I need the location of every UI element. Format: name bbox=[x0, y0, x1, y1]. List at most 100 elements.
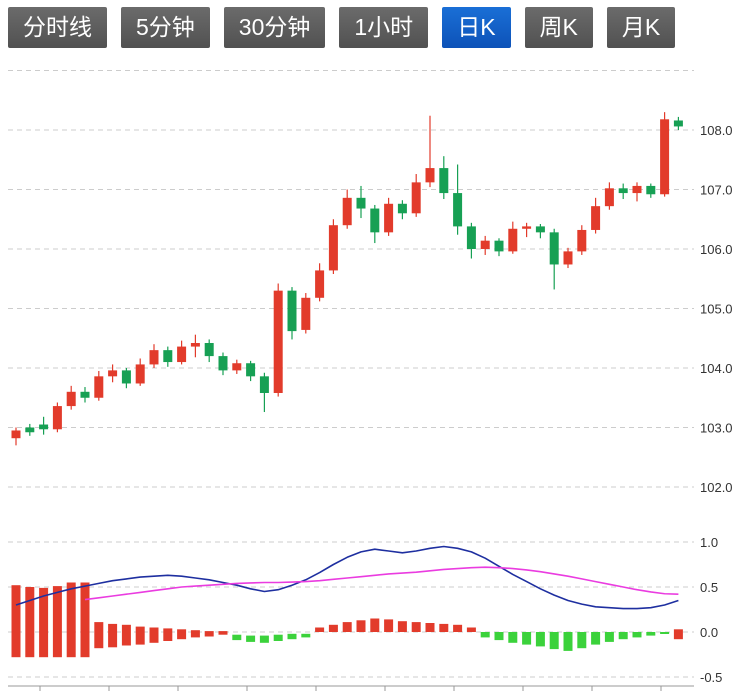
macd-bar bbox=[632, 632, 642, 638]
candle-body bbox=[246, 363, 256, 377]
macd-bar bbox=[563, 632, 573, 651]
macd-dif-line bbox=[15, 545, 679, 610]
candle bbox=[453, 164, 463, 235]
candle bbox=[246, 360, 256, 382]
macd-bar bbox=[80, 582, 90, 658]
axis-label: 108.0 bbox=[700, 123, 733, 138]
candle bbox=[577, 225, 587, 255]
macd-bar bbox=[356, 620, 366, 632]
candle bbox=[535, 224, 545, 239]
candle bbox=[439, 156, 449, 200]
macd-bar bbox=[425, 623, 435, 632]
candle-body bbox=[218, 356, 228, 371]
macd-bar bbox=[66, 582, 76, 658]
candle-body bbox=[190, 343, 200, 347]
candle bbox=[190, 334, 200, 358]
tab-1hour[interactable]: 1小时 bbox=[339, 7, 429, 48]
candle-body bbox=[273, 290, 283, 393]
tab-5min[interactable]: 5分钟 bbox=[121, 7, 210, 48]
candle bbox=[384, 197, 394, 236]
candle bbox=[121, 368, 131, 389]
candle-body bbox=[39, 424, 49, 430]
macd-bar bbox=[480, 632, 490, 638]
macd-bar bbox=[328, 624, 338, 632]
axis-label: 105.0 bbox=[700, 302, 733, 317]
macd-bar bbox=[259, 635, 269, 643]
macd-bar bbox=[246, 635, 256, 642]
macd-bar bbox=[163, 628, 173, 641]
axis-label: -0.5 bbox=[700, 670, 722, 685]
tab-daily-k[interactable]: 日K bbox=[442, 7, 511, 48]
macd-bar bbox=[508, 632, 518, 643]
axis-label: 103.0 bbox=[700, 421, 733, 436]
candle-body bbox=[673, 120, 683, 127]
candle bbox=[80, 387, 90, 403]
macd-bar bbox=[384, 619, 394, 632]
candle bbox=[466, 222, 476, 259]
candle bbox=[315, 263, 325, 302]
candle-body bbox=[411, 182, 421, 214]
macd-bar bbox=[177, 629, 187, 640]
candle-body bbox=[439, 168, 449, 194]
candle bbox=[11, 427, 21, 446]
candle bbox=[356, 185, 366, 219]
macd-bar bbox=[204, 631, 214, 637]
candle bbox=[218, 352, 228, 376]
candle-body bbox=[259, 376, 269, 393]
candle-body bbox=[466, 226, 476, 249]
macd-bar bbox=[411, 622, 421, 632]
macd-bar bbox=[660, 632, 670, 634]
candle-body bbox=[315, 270, 325, 298]
macd-bar bbox=[342, 622, 352, 632]
macd-bar bbox=[397, 621, 407, 632]
axis-label: 0.5 bbox=[700, 580, 718, 595]
tab-30min[interactable]: 30分钟 bbox=[223, 7, 326, 48]
candle-body bbox=[328, 225, 338, 271]
axis-label: 107.0 bbox=[700, 183, 733, 198]
macd-bar bbox=[108, 623, 118, 648]
macd-bar bbox=[94, 622, 104, 649]
candle bbox=[259, 372, 269, 413]
candle-body bbox=[618, 188, 628, 194]
macd-bar bbox=[121, 624, 131, 646]
candle-body bbox=[646, 185, 656, 195]
candle bbox=[328, 219, 338, 274]
tab-weekly-k[interactable]: 周K bbox=[524, 7, 593, 48]
macd-bar bbox=[494, 632, 504, 641]
candle-body bbox=[453, 193, 463, 227]
candle bbox=[370, 204, 380, 244]
candle-body bbox=[108, 370, 118, 377]
candle-body bbox=[549, 232, 559, 265]
macd-bar bbox=[287, 633, 297, 640]
candle-body bbox=[356, 197, 366, 209]
macd-bar bbox=[135, 626, 145, 645]
candle-body bbox=[11, 430, 21, 439]
candle bbox=[673, 116, 683, 130]
candle-body bbox=[508, 228, 518, 252]
candle bbox=[135, 358, 145, 386]
tab-time-line[interactable]: 分时线 bbox=[8, 7, 107, 48]
candle bbox=[494, 238, 504, 257]
axis-label: 0.0 bbox=[700, 625, 718, 640]
candle bbox=[108, 364, 118, 383]
axis-label: 1.0 bbox=[700, 535, 718, 550]
candle bbox=[94, 370, 104, 401]
candle-body bbox=[480, 240, 490, 249]
candle-body bbox=[94, 376, 104, 398]
candle bbox=[232, 359, 242, 374]
interval-tab-bar: 分时线 5分钟 30分钟 1小时 日K 周K 月K bbox=[8, 7, 676, 48]
candle-body bbox=[370, 208, 380, 233]
candle bbox=[397, 200, 407, 220]
macd-bar bbox=[618, 632, 628, 640]
macd-bar bbox=[646, 632, 656, 636]
candle-body bbox=[660, 119, 670, 195]
candle bbox=[39, 416, 49, 435]
candle bbox=[591, 197, 601, 234]
candle-body bbox=[425, 168, 435, 183]
macd-bar bbox=[370, 618, 380, 632]
macd-bar bbox=[149, 627, 159, 643]
candle bbox=[522, 222, 532, 238]
macd-bar bbox=[522, 632, 532, 645]
tab-monthly-k[interactable]: 月K bbox=[606, 7, 676, 48]
